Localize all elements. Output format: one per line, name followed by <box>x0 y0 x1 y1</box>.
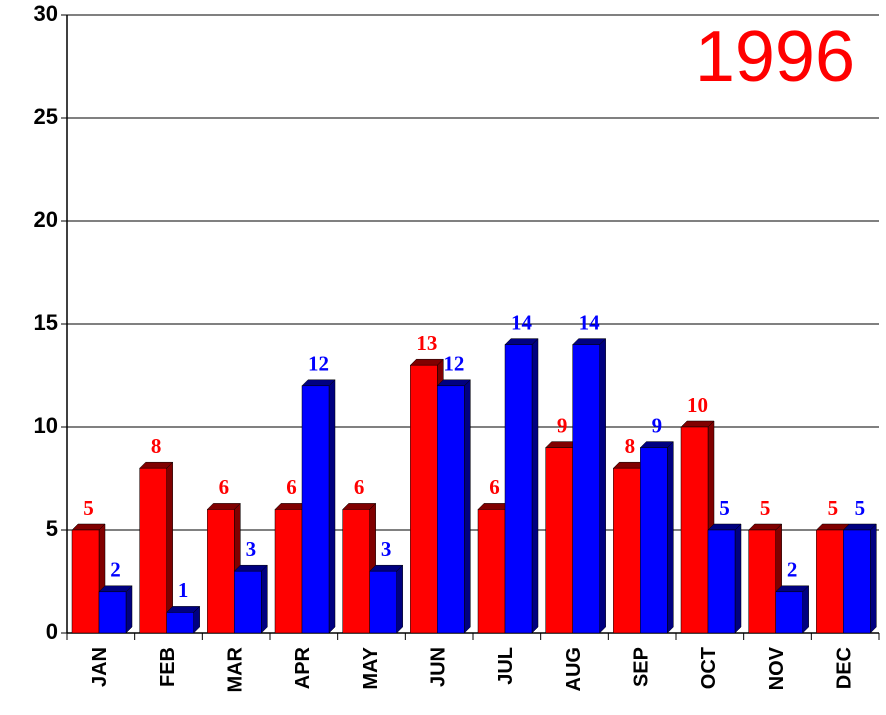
bar-top <box>139 461 174 469</box>
bar <box>301 385 330 634</box>
bar-top <box>639 441 674 448</box>
data-label: 6 <box>489 475 500 499</box>
data-label: 8 <box>625 434 636 458</box>
x-tick-label: JUL <box>495 647 517 685</box>
data-label: 9 <box>652 413 663 437</box>
bar-top <box>166 606 201 613</box>
y-tick-label: 30 <box>34 1 58 26</box>
data-label: 3 <box>246 537 257 561</box>
bar <box>207 509 235 634</box>
bar <box>816 529 844 634</box>
x-tick-label: DEC <box>833 647 855 689</box>
bar-top <box>206 503 241 510</box>
x-tick-label: APR <box>292 646 314 689</box>
y-tick-label: 10 <box>34 413 58 438</box>
data-label: 5 <box>828 496 839 520</box>
x-tick-label: AUG <box>563 647 585 691</box>
bar <box>572 344 600 634</box>
bar <box>707 529 736 634</box>
bar-top <box>301 379 336 387</box>
x-tick-label: OCT <box>698 647 720 689</box>
data-label: 8 <box>151 434 162 458</box>
bar <box>477 509 506 634</box>
x-tick-label: MAR <box>224 646 246 692</box>
bar-side <box>802 585 809 634</box>
bar <box>640 447 668 634</box>
x-tick-label: SEP <box>630 647 652 687</box>
data-label: 10 <box>687 393 708 417</box>
data-label: 2 <box>110 558 121 582</box>
bar-side <box>667 440 674 634</box>
x-tick-label: MAY <box>360 646 382 689</box>
bar <box>98 591 127 634</box>
bar <box>166 612 194 634</box>
bar-side <box>734 523 742 634</box>
bar <box>71 529 100 634</box>
data-label: 5 <box>760 496 771 520</box>
x-tick-label: NOV <box>766 646 788 690</box>
data-label: 14 <box>579 310 601 334</box>
bar-top <box>409 358 444 366</box>
data-label: 5 <box>855 496 866 520</box>
bar <box>139 467 167 634</box>
bar-top <box>748 523 783 531</box>
bar <box>369 570 397 634</box>
data-label: 14 <box>511 310 533 334</box>
y-tick-label: 15 <box>34 310 58 335</box>
bar <box>843 529 871 634</box>
bar-top <box>369 564 404 572</box>
data-label: 6 <box>219 475 230 499</box>
bar-side <box>328 379 336 634</box>
bar-top <box>707 523 742 531</box>
bar <box>613 467 641 634</box>
x-tick-label: JAN <box>89 647 111 687</box>
bar-side <box>870 523 877 634</box>
bar-side <box>531 337 539 634</box>
bar-side <box>464 379 471 634</box>
bar <box>234 570 262 634</box>
bar-top <box>71 523 106 531</box>
bar-top <box>572 338 607 345</box>
y-tick-label: 25 <box>34 104 58 129</box>
data-label: 3 <box>381 537 392 561</box>
bar <box>545 447 573 634</box>
bar <box>504 344 533 634</box>
bar-top <box>504 338 539 345</box>
bar-side <box>125 585 133 634</box>
bar-top <box>775 585 810 593</box>
x-tick-label: JUN <box>427 647 449 687</box>
bar <box>410 364 438 634</box>
bar <box>437 385 465 634</box>
bar-top <box>233 564 268 572</box>
y-tick-label: 0 <box>46 619 58 644</box>
bar-side <box>599 337 606 634</box>
y-tick-label: 20 <box>34 207 58 232</box>
bar-top <box>436 379 471 387</box>
bar <box>748 529 776 634</box>
data-label: 1 <box>178 578 189 602</box>
bar-top <box>680 420 715 428</box>
data-label: 12 <box>308 352 329 376</box>
bar-top <box>842 523 877 531</box>
data-label: 6 <box>354 475 365 499</box>
data-label: 9 <box>557 413 568 437</box>
y-tick-label: 5 <box>46 516 58 541</box>
chart-title: 1996 <box>695 17 855 97</box>
data-label: 6 <box>286 475 297 499</box>
bar <box>342 509 370 634</box>
bar-side <box>396 564 403 634</box>
data-label: 13 <box>416 331 437 355</box>
x-tick-label: FEB <box>157 647 179 687</box>
bar-top <box>342 503 377 510</box>
bar-side <box>261 564 268 634</box>
data-label: 12 <box>443 352 464 376</box>
bar <box>680 426 709 634</box>
data-label: 5 <box>719 496 730 520</box>
data-label: 2 <box>787 558 798 582</box>
bar-top <box>98 585 133 593</box>
bar <box>775 591 803 634</box>
bar <box>274 509 303 634</box>
data-label: 5 <box>83 496 94 520</box>
